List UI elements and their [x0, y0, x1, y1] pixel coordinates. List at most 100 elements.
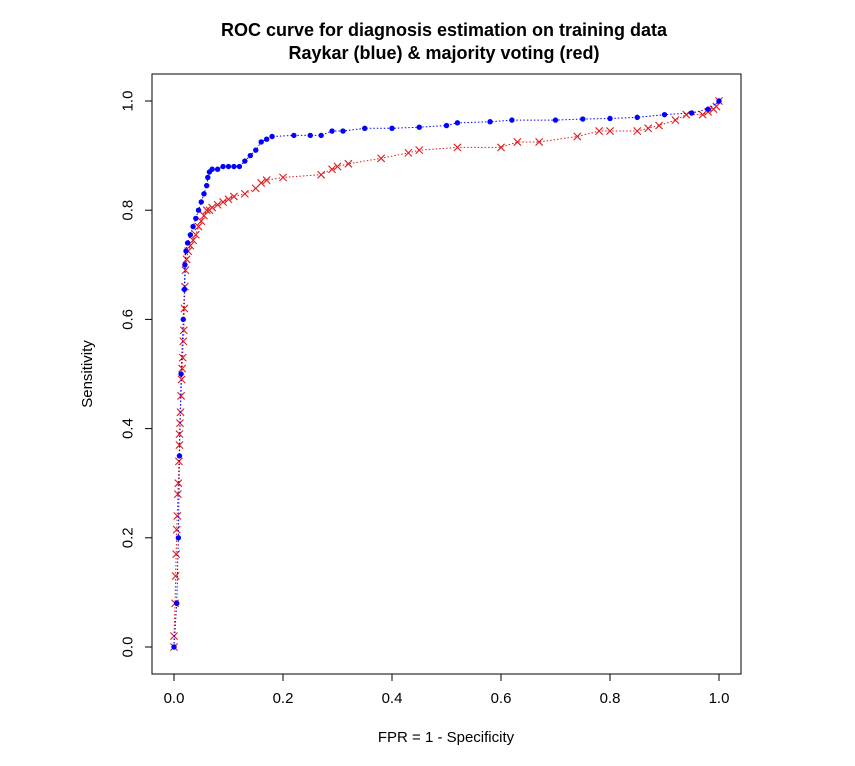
data-point-dot	[263, 136, 270, 142]
data-point-dot	[634, 114, 640, 121]
data-point-cross	[213, 200, 222, 209]
data-point-cross	[240, 189, 249, 198]
data-point-dot	[389, 125, 395, 131]
data-point-cross	[712, 102, 721, 111]
data-point-cross	[194, 222, 203, 231]
data-point-cross	[177, 391, 186, 400]
data-point-cross	[655, 121, 664, 130]
data-point-cross	[176, 419, 184, 428]
x-tick-label: 0.2	[273, 690, 294, 707]
data-point-dot	[291, 132, 297, 139]
data-point-cross	[177, 375, 186, 384]
data-point-dot	[176, 453, 183, 459]
data-point-cross	[644, 124, 653, 133]
data-point-cross	[191, 230, 200, 239]
data-point-dot	[178, 371, 184, 377]
data-point-dot	[580, 116, 586, 122]
data-point-cross	[229, 192, 238, 201]
data-point-cross	[179, 326, 188, 335]
data-point-dot	[454, 120, 461, 126]
data-point-dot	[552, 117, 559, 123]
data-point-cross	[170, 632, 178, 641]
data-point-cross	[219, 198, 228, 206]
data-point-dot	[443, 122, 450, 129]
series-majority-voting	[170, 97, 723, 651]
data-point-dot	[182, 262, 188, 268]
data-point-dot	[195, 207, 202, 213]
data-point-dot	[231, 163, 237, 170]
data-point-dot	[225, 163, 232, 170]
data-point-dot	[214, 166, 221, 172]
data-point-dot	[183, 248, 189, 254]
data-point-cross	[179, 337, 188, 346]
data-point-cross	[197, 217, 206, 226]
data-point-cross	[171, 572, 180, 581]
data-point-cross	[175, 440, 184, 449]
data-point-cross	[497, 143, 505, 152]
data-point-dot	[205, 174, 211, 181]
y-axis-label: Sensitivity	[79, 340, 96, 408]
data-point-dot	[716, 98, 722, 104]
data-point-cross	[606, 127, 614, 136]
data-point-cross	[202, 206, 211, 215]
chart-subtitle: Raykar (blue) & majority voting (red)	[288, 43, 599, 63]
data-point-dot	[705, 106, 711, 112]
data-point-cross	[180, 304, 189, 313]
data-point-cross	[698, 110, 707, 119]
data-point-dot	[175, 535, 182, 541]
x-tick-label: 1.0	[709, 690, 730, 707]
data-point-cross	[573, 132, 582, 141]
data-point-dot	[171, 644, 177, 650]
data-point-dot	[187, 232, 194, 238]
series-line	[173, 100, 720, 648]
data-point-dot	[190, 223, 196, 230]
x-axis: 0.0 0.2 0.4 0.6 0.8 1.0	[164, 673, 730, 707]
data-point-dot	[258, 139, 264, 145]
data-point-cross	[181, 266, 190, 275]
data-point-dot	[247, 152, 253, 159]
data-point-dot	[509, 117, 515, 123]
y-tick-label: 0.0	[120, 637, 137, 658]
data-point-dot	[184, 240, 191, 246]
y-tick-label: 0.2	[120, 527, 137, 548]
y-axis: 0.0 0.2 0.4 0.6 0.8 1.0	[120, 91, 153, 658]
data-point-dot	[193, 215, 199, 222]
data-point-cross	[174, 479, 183, 488]
data-point-cross	[224, 195, 233, 204]
data-point-cross	[377, 154, 386, 163]
x-tick-label: 0.0	[164, 690, 185, 707]
series-line	[173, 100, 720, 647]
data-point-dot	[220, 163, 226, 170]
data-point-cross	[279, 173, 287, 182]
data-point-dot	[307, 132, 313, 139]
data-point-dot	[416, 124, 422, 130]
data-point-cross	[415, 146, 424, 155]
data-point-cross	[173, 511, 182, 520]
data-point-cross	[671, 116, 680, 125]
y-tick-label: 1.0	[120, 91, 137, 112]
data-point-cross	[633, 127, 642, 136]
data-point-cross	[513, 137, 522, 146]
data-point-dot	[198, 199, 204, 205]
data-point-dot	[204, 182, 210, 189]
data-point-cross	[173, 490, 182, 499]
x-axis-label: FPR = 1 - Specificity	[378, 729, 515, 746]
data-point-cross	[175, 430, 184, 439]
data-point-cross	[189, 236, 198, 245]
data-point-cross	[208, 203, 217, 212]
data-point-cross	[333, 162, 342, 171]
data-point-dot	[607, 115, 613, 122]
data-point-dot	[661, 111, 668, 118]
data-point-cross	[257, 178, 266, 187]
data-point-cross	[682, 110, 691, 119]
x-tick-label: 0.8	[600, 690, 621, 707]
data-point-dot	[362, 125, 368, 131]
data-point-dot	[340, 128, 346, 134]
data-point-dot	[174, 600, 180, 607]
data-point-dot	[201, 191, 207, 197]
data-point-dot	[689, 110, 695, 116]
y-tick-label: 0.6	[120, 309, 137, 330]
data-point-cross	[178, 364, 187, 373]
data-point-cross	[328, 165, 337, 174]
data-point-dot	[181, 286, 188, 293]
